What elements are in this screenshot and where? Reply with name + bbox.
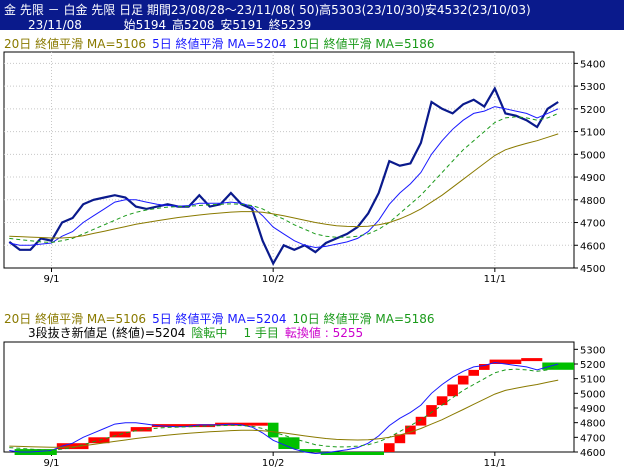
top-ytick-label-9: 5400	[580, 59, 605, 70]
chart-title: 金 先限 － 白金 先限 日足 期間23/08/28～23/11/08( 50)…	[4, 3, 531, 17]
ohlc-close: 終5239	[268, 18, 312, 32]
bottom-ytick-label-5: 5100	[580, 375, 605, 386]
brick-7	[267, 422, 279, 438]
top-ytick-label-5: 5000	[580, 150, 605, 161]
bottom-ytick-label-2: 4800	[580, 419, 605, 430]
info-step: 1 手目	[243, 326, 279, 340]
top-ytick-label-3: 4800	[580, 196, 605, 207]
info-close-value: 3段抜き新値足 (終値)=5204	[28, 326, 186, 340]
legend-top-ma10: 10日 終値平滑 MA=5186	[292, 37, 435, 51]
brick-23	[542, 362, 574, 370]
ohlc-low: 安5191	[220, 18, 263, 32]
top-series-3	[9, 133, 559, 239]
top-ytick-label-4: 4900	[580, 173, 605, 184]
bottom-series-1	[9, 366, 559, 451]
legend-bottom-ma10: 10日 終値平滑 MA=5186	[292, 312, 435, 326]
brick-6	[215, 422, 268, 426]
top-ytick-label-6: 5100	[580, 128, 605, 139]
brick-10	[320, 452, 384, 455]
brick-14	[415, 416, 427, 426]
top-series-1	[9, 106, 559, 249]
bottom-ytick-label-1: 4700	[580, 433, 605, 444]
top-xtick-label-1: 10/2	[262, 274, 284, 285]
brick-16	[436, 396, 448, 406]
top-xtick-label-2: 11/1	[484, 274, 506, 285]
info-reversal-value: 転換値 : 5255	[284, 326, 364, 340]
bottom-xtick-label-1: 10/2	[262, 458, 284, 469]
top-ytick-label-8: 5300	[580, 82, 605, 93]
bottom-ytick-label-4: 5000	[580, 389, 605, 400]
bottom-ytick-label-7: 5300	[580, 345, 605, 356]
bottom-series-2	[9, 379, 559, 448]
bottom-ytick-label-6: 5200	[580, 360, 605, 371]
brick-20	[479, 364, 490, 370]
info-line: 3段抜き新値足 (終値)=5204 陰転中 1 手目 転換値 : 5255	[28, 326, 369, 340]
bottom-series-0	[9, 361, 559, 455]
brick-9	[299, 449, 321, 453]
legend-top: 20日 終値平滑 MA=5106 5日 終値平滑 MA=5204 10日 終値平滑 …	[4, 37, 441, 51]
ohlc-date: 23/11/08	[28, 18, 82, 32]
brick-1	[56, 443, 89, 450]
legend-top-ma5: 5日 終値平滑 MA=5204	[152, 37, 287, 51]
top-ytick-label-2: 4700	[580, 219, 605, 230]
brick-12	[394, 434, 406, 444]
info-status: 陰転中	[191, 326, 228, 340]
brick-18	[457, 375, 469, 385]
ohlc-open: 始5194	[123, 18, 167, 32]
top-series-2	[9, 112, 559, 244]
ohlc-line: 23/11/08 始5194 高5208 安5191 終5239	[28, 16, 313, 33]
brick-19	[468, 369, 479, 376]
top-ytick-label-1: 4600	[580, 241, 605, 252]
ohlc-high: 高5208	[171, 18, 215, 32]
bottom-xtick-label-0: 9/1	[43, 458, 59, 469]
top-ytick-label-7: 5200	[580, 105, 605, 116]
brick-5	[151, 424, 216, 428]
legend-bottom-ma5: 5日 終値平滑 MA=5204	[152, 312, 287, 326]
legend-top-ma20: 20日 終値平滑 MA=5106	[4, 37, 147, 51]
chart-header: 金 先限 － 白金 先限 日足 期間23/08/28～23/11/08( 50)…	[0, 0, 624, 33]
brick-17	[447, 384, 458, 397]
brick-15	[426, 405, 437, 417]
bottom-xtick-label-2: 11/1	[484, 458, 506, 469]
bottom-ytick-label-3: 4900	[580, 404, 605, 415]
legend-bottom: 20日 終値平滑 MA=5106 5日 終値平滑 MA=5204 10日 終値平滑 …	[4, 312, 441, 326]
legend-bottom-ma20: 20日 終値平滑 MA=5106	[4, 312, 147, 326]
brick-2	[88, 437, 110, 444]
brick-8	[278, 437, 300, 449]
top-ytick-label-0: 4500	[580, 264, 605, 275]
brick-13	[405, 425, 416, 435]
bottom-ytick-label-0: 4600	[580, 448, 605, 459]
brick-11	[384, 443, 395, 452]
brick-22	[521, 358, 543, 362]
top-xtick-label-0: 9/1	[43, 274, 59, 285]
brick-4	[130, 427, 152, 432]
brick-21	[489, 359, 522, 364]
top-series-0	[8, 85, 559, 266]
